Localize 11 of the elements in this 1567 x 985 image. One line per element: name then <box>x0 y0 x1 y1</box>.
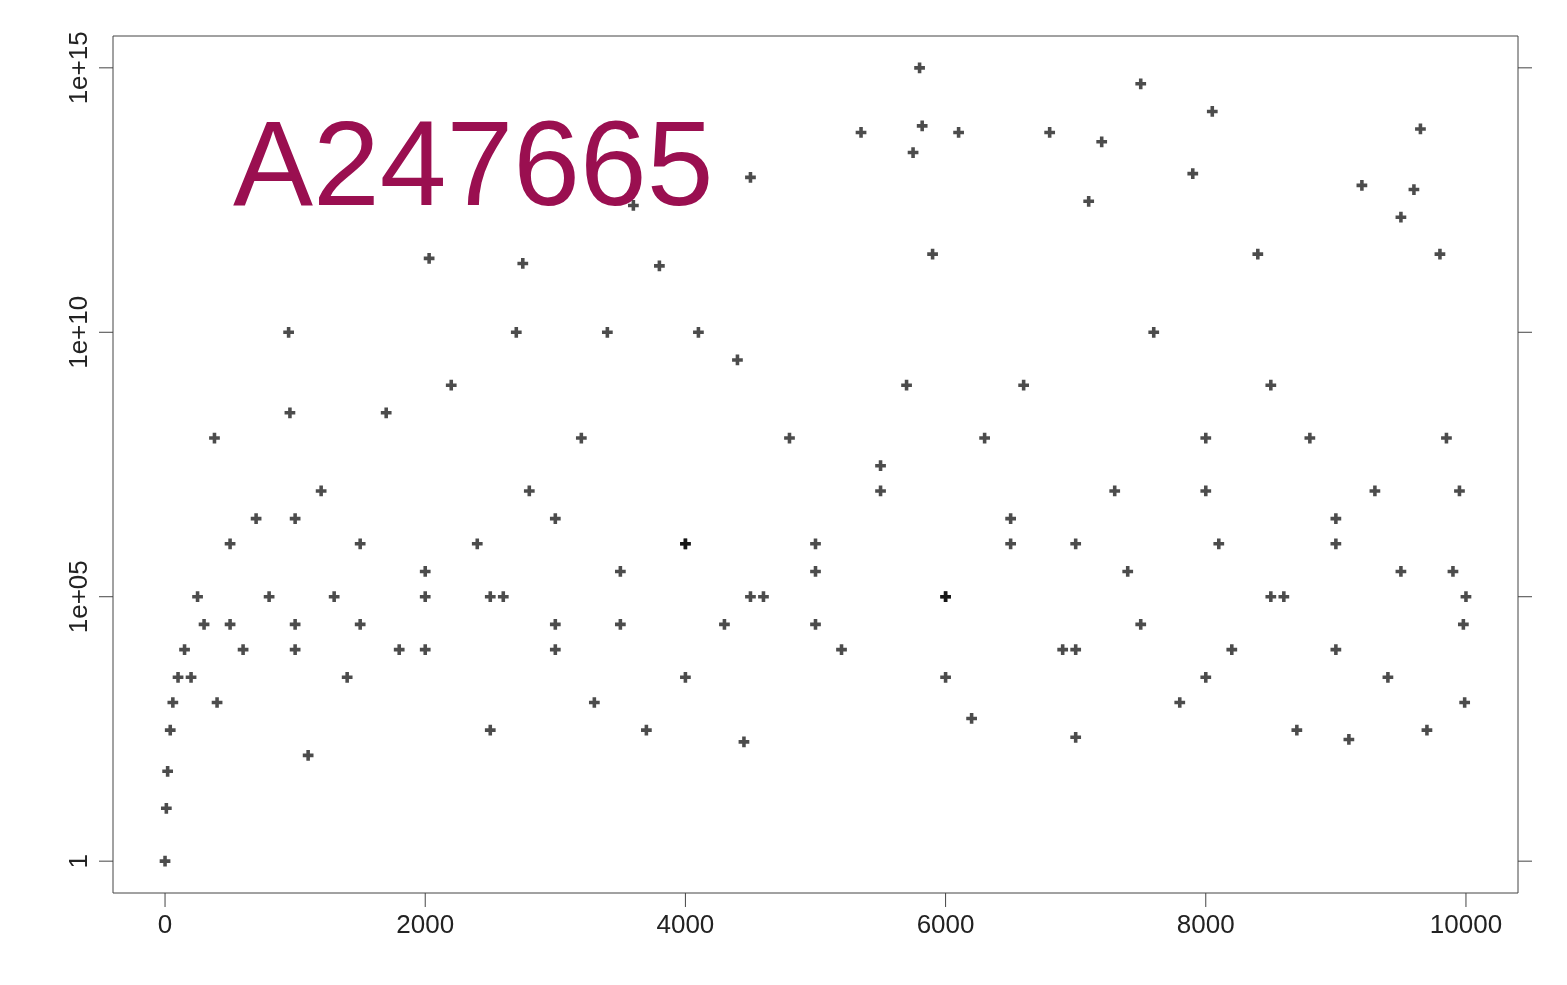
y-tick-label: 1 <box>63 853 93 869</box>
x-tick-label: 10000 <box>1429 909 1503 939</box>
x-tick-label: 4000 <box>656 909 715 939</box>
y-tick-label: 1e+10 <box>63 295 93 369</box>
x-tick-label: 0 <box>157 909 173 939</box>
x-tick-label: 2000 <box>396 909 455 939</box>
y-tick-label: 1e+15 <box>63 31 93 105</box>
x-tick-label: 6000 <box>916 909 975 939</box>
x-tick-label: 8000 <box>1176 909 1235 939</box>
annotation: A247665 <box>233 96 714 230</box>
y-tick-label: 1e+05 <box>63 560 93 634</box>
